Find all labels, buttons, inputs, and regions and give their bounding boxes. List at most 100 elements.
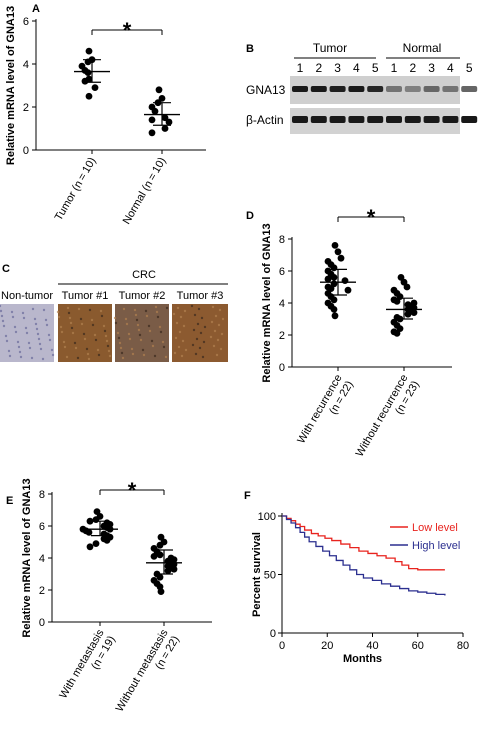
ihc-texture <box>179 315 183 319</box>
band-actin <box>386 116 402 123</box>
data-point <box>330 274 338 281</box>
data-point <box>81 77 89 85</box>
band-actin <box>367 116 384 123</box>
ihc-texture <box>136 323 140 327</box>
ihc-texture <box>99 309 103 313</box>
y-tick-label: 4 <box>23 59 29 71</box>
ihc-image-label: Tumor #3 <box>177 290 224 302</box>
ihc-texture <box>215 353 219 357</box>
y-tick-label: 4 <box>279 298 285 310</box>
lane-number: 3 <box>428 61 435 75</box>
ihc-texture <box>10 310 14 314</box>
ihc-texture <box>134 313 138 317</box>
data-point <box>148 116 156 124</box>
data-point <box>161 114 169 122</box>
group-label-normal: Normal <box>403 41 442 55</box>
ihc-texture <box>47 333 51 337</box>
ihc-texture <box>68 316 72 320</box>
ihc-texture <box>176 306 180 310</box>
ihc-texture <box>102 324 106 328</box>
panel-a-scatter: A 0 2 4 6 Relative mRNA level of GNA13 Tumor (… <box>5 3 206 226</box>
panel-f-survival-curve: F 0 50 100 0 20 40 60 80 Months Percent survival Lo… <box>244 490 469 665</box>
ihc-texture <box>125 322 129 326</box>
ihc-texture <box>11 315 15 319</box>
ihc-texture <box>181 339 185 343</box>
ihc-texture <box>60 330 64 334</box>
ihc-texture <box>182 324 186 328</box>
y-axis-title: Relative mRNA level of GNA13 <box>5 6 17 165</box>
data-point <box>103 537 111 544</box>
ihc-texture <box>88 308 92 312</box>
ihc-texture <box>196 322 200 326</box>
panel-letter: C <box>2 263 10 275</box>
panel-c-ihc-images: C CRC Non-tumor Tumor #1 Tumor #2 Tumor #3 <box>0 263 228 362</box>
y-tick-label: 8 <box>279 234 285 246</box>
row-label-gna13: GNA13 <box>246 83 286 97</box>
ihc-texture <box>71 331 75 335</box>
ihc-texture <box>165 306 169 310</box>
ihc-texture <box>214 314 218 318</box>
x-tick-label: 60 <box>412 640 424 652</box>
data-point <box>91 84 99 92</box>
y-tick-label: 4 <box>39 553 45 565</box>
data-point <box>337 254 345 262</box>
ihc-texture <box>221 317 225 321</box>
ihc-texture <box>16 340 20 344</box>
ihc-texture <box>19 355 23 359</box>
ihc-texture <box>210 320 214 324</box>
survival-curve-low <box>282 515 445 571</box>
ihc-texture <box>50 348 54 352</box>
ihc-texture <box>212 344 216 348</box>
ihc-texture <box>97 353 101 357</box>
ihc-texture <box>106 344 110 348</box>
data-point <box>404 310 412 318</box>
ihc-texture <box>48 338 52 342</box>
ihc-texture <box>145 314 149 318</box>
survival-curve-high <box>282 515 446 596</box>
significance-star: * <box>367 205 376 230</box>
ihc-texture <box>173 351 177 355</box>
x-axis-title: Months <box>343 653 382 665</box>
ihc-texture <box>211 305 215 309</box>
ihc-texture <box>183 309 187 313</box>
ihc-texture <box>162 345 166 349</box>
band-gna13 <box>442 86 459 92</box>
ihc-texture <box>155 310 159 314</box>
ihc-texture <box>103 329 107 333</box>
y-axis-title: Relative mRNA level of GNA13 <box>21 478 33 637</box>
band-actin <box>423 116 440 123</box>
ihc-texture <box>2 324 6 328</box>
ihc-texture <box>57 315 61 319</box>
x-category-label: Without metastasis(n = 22) <box>114 627 182 720</box>
ihc-texture <box>74 346 78 350</box>
ihc-texture <box>25 331 29 335</box>
data-point <box>150 553 158 560</box>
ihc-texture <box>216 338 220 342</box>
ihc-texture <box>120 351 124 355</box>
y-tick-label: 2 <box>279 330 285 342</box>
data-point <box>331 312 339 320</box>
ihc-texture <box>194 352 198 356</box>
ihc-texture <box>174 336 178 340</box>
data-point <box>86 517 94 525</box>
ihc-texture <box>139 338 143 342</box>
data-point <box>156 541 164 549</box>
ihc-texture <box>86 352 90 356</box>
ihc-texture <box>4 334 8 338</box>
ihc-texture <box>31 307 35 311</box>
ihc-texture <box>94 338 98 342</box>
ihc-texture <box>66 306 70 310</box>
ihc-texture <box>192 328 196 332</box>
y-tick-label: 100 <box>258 511 276 523</box>
y-axis-title: Percent survival <box>251 532 263 617</box>
x-tick-label: 40 <box>366 640 378 652</box>
ihc-texture <box>201 355 205 359</box>
ihc-texture <box>56 310 60 314</box>
ihc-texture <box>5 339 9 343</box>
ihc-texture <box>70 326 74 330</box>
y-tick-label: 0 <box>270 628 276 640</box>
ihc-texture <box>190 304 194 308</box>
ihc-texture <box>121 356 125 360</box>
band-gna13 <box>367 86 384 92</box>
